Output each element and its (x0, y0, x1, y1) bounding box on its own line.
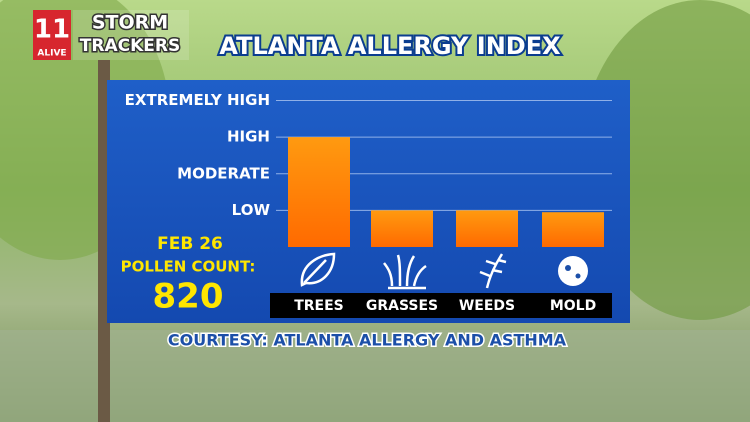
mold-icon (558, 256, 588, 286)
leaf-icon (300, 252, 336, 287)
bar (288, 137, 350, 247)
x-tick-label: GRASSES (366, 298, 438, 314)
grass-icon (383, 254, 427, 290)
logo-panel (73, 10, 189, 60)
logo-station: ALIVE (37, 49, 66, 59)
mold-spot (575, 273, 581, 279)
chart-title: ATLANTA ALLERGY INDEX (219, 32, 561, 60)
source: COURTESY: ATLANTA ALLERGY AND ASTHMA (168, 331, 567, 350)
x-tick-label: MOLD (550, 298, 596, 314)
pollen-count: 820 (153, 277, 224, 317)
bar (371, 210, 433, 247)
chart-panel (107, 80, 630, 323)
pollen-label: POLLEN COUNT: (121, 258, 256, 276)
x-tick-label: WEEDS (459, 298, 515, 314)
x-tick-label: TREES (294, 298, 344, 314)
date: FEB 26 (157, 234, 223, 254)
y-tick-label: MODERATE (177, 164, 270, 182)
bar (456, 210, 518, 247)
logo-box (33, 10, 71, 60)
y-tick-label: EXTREMELY HIGH (125, 91, 270, 109)
mold-spot (565, 265, 571, 271)
category-strip (270, 293, 612, 318)
icons (300, 252, 507, 290)
y-tick-label: HIGH (227, 128, 270, 146)
water (0, 330, 750, 422)
bar (542, 212, 604, 247)
y-tick-label: LOW (232, 201, 271, 219)
weed-icon (479, 253, 507, 289)
logo-line2: TRACKERS (80, 36, 180, 56)
logo-line1: STORM (92, 12, 168, 34)
logo-number: 11 (34, 15, 70, 45)
